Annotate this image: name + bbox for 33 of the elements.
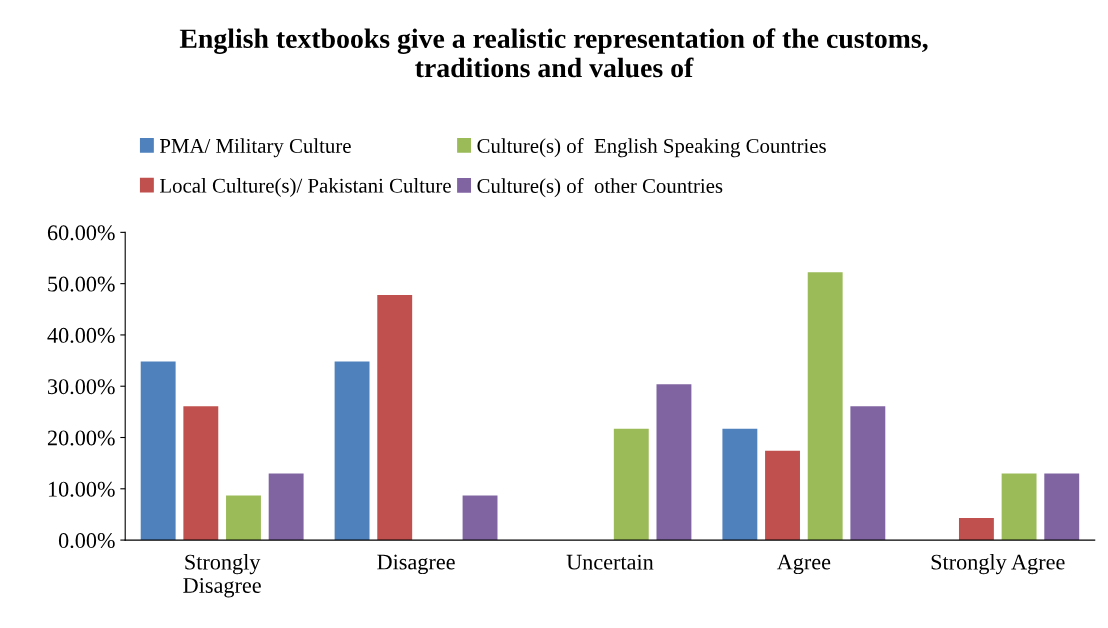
bar — [226, 495, 261, 541]
bar — [1044, 473, 1080, 541]
y-tick-label: 50.00% — [48, 276, 115, 292]
bar — [462, 495, 498, 541]
bar — [377, 294, 413, 541]
y-tick-label: 60.00% — [47, 225, 115, 241]
bar — [613, 428, 649, 541]
y-tick-label: 10.00% — [48, 481, 115, 497]
bar — [722, 428, 758, 541]
x-tick-label: Strongly Disagree — [183, 553, 261, 598]
legend-label: PMA/ Military Culture — [159, 138, 351, 158]
bar — [765, 450, 800, 541]
x-tick-label: Uncertain — [566, 554, 654, 570]
y-tick-label: 0.00% — [58, 533, 115, 549]
x-tick-label: Agree — [776, 554, 831, 575]
bar — [656, 384, 692, 541]
chart-title: English textbooks give a realistic representation of the customs, traditions and values of — [179, 28, 928, 78]
y-tick-label: 30.00% — [48, 379, 115, 395]
bar — [140, 361, 176, 541]
bar — [1001, 473, 1037, 541]
x-tick-label: Strongly Agree — [931, 553, 1065, 575]
bar — [850, 406, 886, 541]
y-tick-label: 40.00% — [47, 327, 115, 343]
x-tick-label: Disagree — [377, 554, 455, 575]
legend-label: Culture(s) of English Speaking Countries — [477, 138, 826, 158]
legend-label: Local Culture(s)/ Pakistani Culture — [159, 178, 451, 197]
bar — [807, 272, 843, 541]
y-tick-label: 20.00% — [47, 430, 115, 446]
legend-label: Culture(s) of other Countries — [477, 178, 723, 198]
bar — [958, 518, 994, 541]
bar — [183, 406, 219, 541]
bar — [268, 473, 304, 541]
bar — [334, 361, 370, 541]
